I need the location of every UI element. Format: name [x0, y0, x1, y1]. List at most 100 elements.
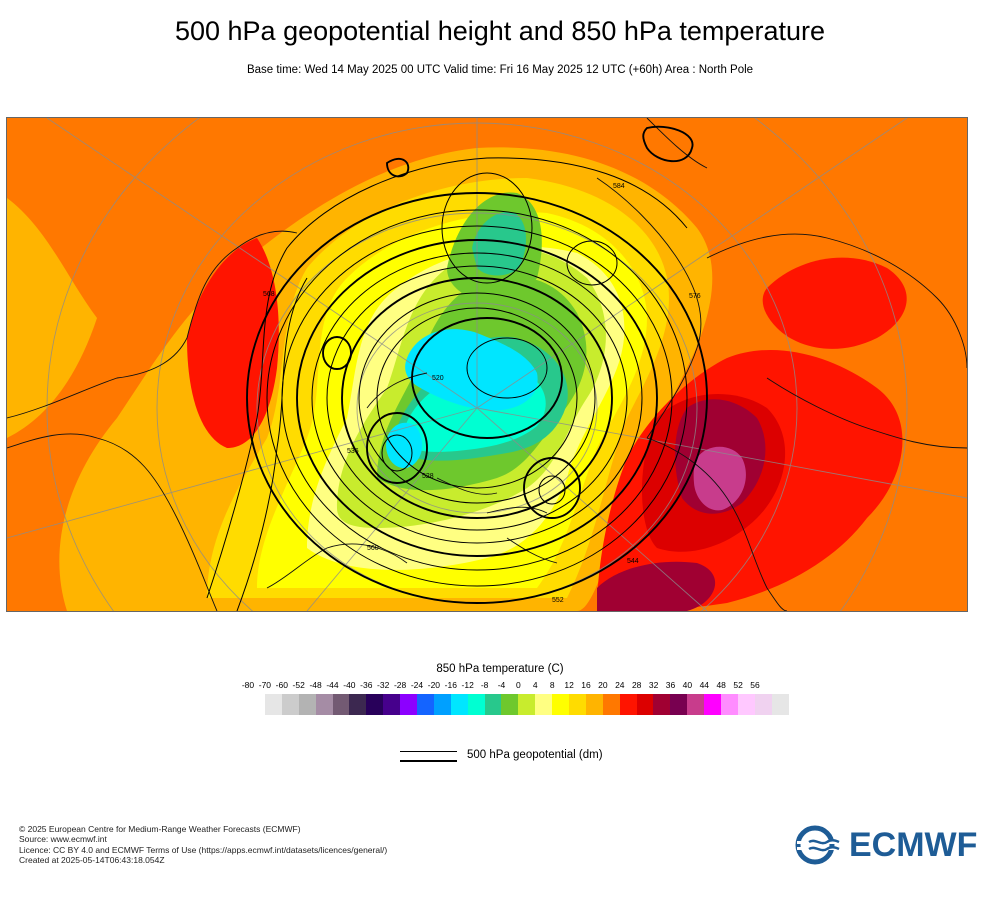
colorbar-tick-label: 56: [750, 680, 760, 690]
colorbar-tick-label: -60: [275, 680, 288, 690]
colorbar-swatch: [569, 694, 586, 715]
colorbar-swatch: [636, 694, 654, 715]
footer-line: Created at 2025-05-14T06:43:18.054Z: [19, 855, 165, 866]
temp-field-red-left: [187, 238, 279, 448]
contour-label: 560: [367, 545, 379, 552]
colorbar-swatch: [771, 694, 789, 715]
colorbar-swatch: [315, 694, 333, 715]
temp-field-red-ne: [762, 257, 907, 349]
ecmwf-logo-icon: [795, 825, 845, 865]
graticule: [7, 118, 967, 611]
contour-label: 528: [422, 473, 434, 480]
colorbar-swatch: [467, 694, 485, 715]
colorbar-swatch: [417, 694, 434, 715]
footer-line: Source: www.ecmwf.int: [19, 834, 107, 845]
colorbar-swatch: [602, 694, 620, 715]
colorbar-tick-label: -52: [292, 680, 305, 690]
colorbar-tick-label: -4: [497, 680, 506, 690]
colorbar-swatch: [619, 694, 637, 715]
colorbar-swatch: [653, 694, 671, 715]
colorbar-swatch: [366, 694, 384, 715]
contour-label: 520: [432, 375, 444, 382]
colorbar-swatch: [737, 694, 755, 715]
colorbar-tick-label: 32: [648, 680, 659, 690]
temp-field-teal-top: [472, 212, 527, 276]
colorbar-tick-label: 40: [682, 680, 693, 690]
colorbar-tick-label: 52: [733, 680, 743, 690]
colorbar-tick-label: 8: [549, 680, 555, 690]
temperature-legend-title: 850 hPa temperature (C): [436, 663, 564, 675]
colorbar-tick-label: 48: [716, 680, 726, 690]
colorbar-swatch: [704, 694, 722, 715]
colorbar-swatch: [670, 694, 688, 715]
colorbar-tick-label: -12: [461, 680, 474, 690]
ecmwf-logo-text: ECMWF: [849, 826, 978, 864]
colorbar-tick-label: -32: [377, 680, 390, 690]
coastlines: [7, 118, 967, 611]
colorbar-swatch: [281, 694, 299, 715]
colorbar-tick-label: 44: [699, 680, 710, 690]
geopotential-contours: [206, 125, 708, 611]
colorbar-swatch: [501, 694, 519, 715]
temp-field-amber-left: [7, 198, 97, 438]
temp-field-maroon-south: [597, 561, 716, 611]
contour-label: 544: [627, 558, 639, 565]
temperature-legend-ticks: -80 -70 -60 -52 -48 -44 -40 -36 -32 -28 -24 -20 -16-…: [0, 680, 1000, 694]
geopotential-legend-line-thick: [400, 760, 457, 762]
footer-line: Licence: CC BY 4.0 and ECMWF Terms of Us…: [19, 844, 388, 855]
colorbar-tick-label: -36: [360, 680, 373, 690]
contour-labels: 584 576 568 560 552 544 536 528 520: [263, 183, 701, 604]
colorbar-tick-label: -20: [427, 680, 441, 690]
colorbar-tick-label: 36: [665, 680, 676, 690]
colorbar-tick-label: -48: [309, 680, 322, 690]
temp-field-cyan: [405, 329, 538, 411]
colorbar-swatch: [349, 694, 367, 715]
colorbar-swatch: [535, 694, 553, 715]
colorbar-swatch: [265, 694, 282, 715]
colorbar-tick-label: 4: [532, 680, 538, 690]
temp-field-magenta: [693, 446, 746, 511]
colorbar-tick-label: -40: [343, 680, 356, 690]
geopotential-legend-line-thin: [400, 751, 457, 752]
temp-field-cyan-spot: [386, 422, 423, 469]
colorbar-tick-label: 28: [631, 680, 642, 690]
colorbar-swatch: [298, 694, 316, 715]
colorbar-tick-label: -16: [444, 680, 457, 690]
colorbar-tick-label: 16: [581, 680, 591, 690]
colorbar-swatch: [450, 694, 468, 715]
colorbar-tick-label: 24: [615, 680, 625, 690]
polar-map: 584 576 568 560 552 544 536 528 520: [6, 117, 968, 612]
colorbar-tick-label: -28: [393, 680, 407, 690]
contour-label: 536: [347, 448, 359, 455]
colorbar-swatch: [585, 694, 603, 715]
colorbar-swatch: [687, 694, 705, 715]
geopotential-legend-label: 500 hPa geopotential (dm): [467, 749, 603, 761]
colorbar-swatch: [332, 694, 350, 715]
colorbar-tick-label: -8: [480, 680, 489, 690]
colorbar-swatch: [484, 694, 502, 715]
contour-label: 584: [613, 183, 625, 190]
colorbar-swatch: [552, 694, 570, 715]
colorbar-swatch: [433, 694, 451, 715]
colorbar-tick-label: -70: [258, 680, 272, 690]
footer-line: © 2025 European Centre for Medium-Range …: [19, 824, 301, 834]
temperature-colorbar: [265, 694, 789, 715]
chart-subtitle: Base time: Wed 14 May 2025 00 UTC Valid …: [246, 64, 754, 76]
colorbar-tick-label: 0: [516, 680, 521, 690]
colorbar-tick-label: 20: [598, 680, 608, 690]
colorbar-tick-label: -80: [241, 680, 255, 690]
chart-title: 500 hPa geopotential height and 850 hPa …: [174, 16, 825, 46]
map-svg: 584 576 568 560 552 544 536 528 520: [7, 118, 967, 611]
colorbar-swatch: [383, 694, 401, 715]
colorbar-tick-label: -24: [410, 680, 424, 690]
colorbar-tick-label: 12: [564, 680, 574, 690]
colorbar-swatch: [754, 694, 772, 715]
colorbar-swatch: [518, 694, 536, 715]
contour-label: 552: [552, 597, 564, 604]
contour-label: 568: [263, 291, 275, 298]
colorbar-swatch: [400, 694, 418, 715]
copyright-footer: © 2025 European Centre for Medium-Range …: [19, 824, 387, 866]
colorbar-swatch: [721, 694, 738, 715]
colorbar-tick-label: -44: [326, 680, 339, 690]
geopotential-legend: 500 hPa geopotential (dm): [400, 748, 700, 768]
